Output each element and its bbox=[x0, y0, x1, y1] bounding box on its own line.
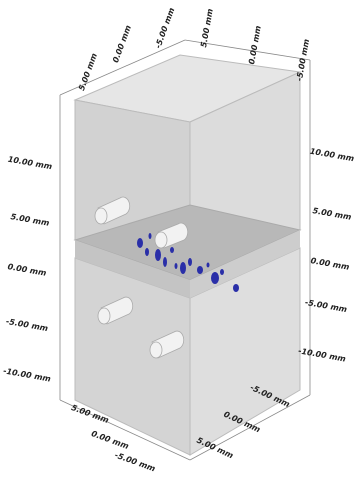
axis-label: 5.00 mm bbox=[312, 206, 352, 222]
axis-label: 10.00 mm bbox=[309, 147, 355, 164]
axis-label: 0.00 mm bbox=[310, 256, 350, 272]
axis-label: 0.00 mm bbox=[111, 24, 133, 64]
axis-label: 10.00 mm bbox=[7, 155, 53, 172]
axis-label: -5.00 mm bbox=[113, 451, 156, 474]
axis-label: -5.00 mm bbox=[304, 298, 347, 314]
axis-label: 5.00 mm bbox=[199, 8, 215, 48]
axis-label: 0.00 mm bbox=[247, 25, 263, 65]
axis-label: -5.00 mm bbox=[154, 6, 177, 49]
axis-label: 5.00 mm bbox=[10, 212, 50, 228]
axis-label: 0.00 mm bbox=[7, 262, 47, 278]
axis-label: 0.00 mm bbox=[90, 429, 130, 451]
axis-label: -10.00 mm bbox=[3, 366, 52, 383]
axis-label: -10.00 mm bbox=[298, 346, 347, 363]
axis-label: -5.00 mm bbox=[5, 317, 48, 333]
volume-render: 5.00 mm0.00 mm-5.00 mm5.00 mm0.00 mm-5.0… bbox=[0, 0, 363, 481]
axis-label: 5.00 mm bbox=[77, 52, 99, 92]
